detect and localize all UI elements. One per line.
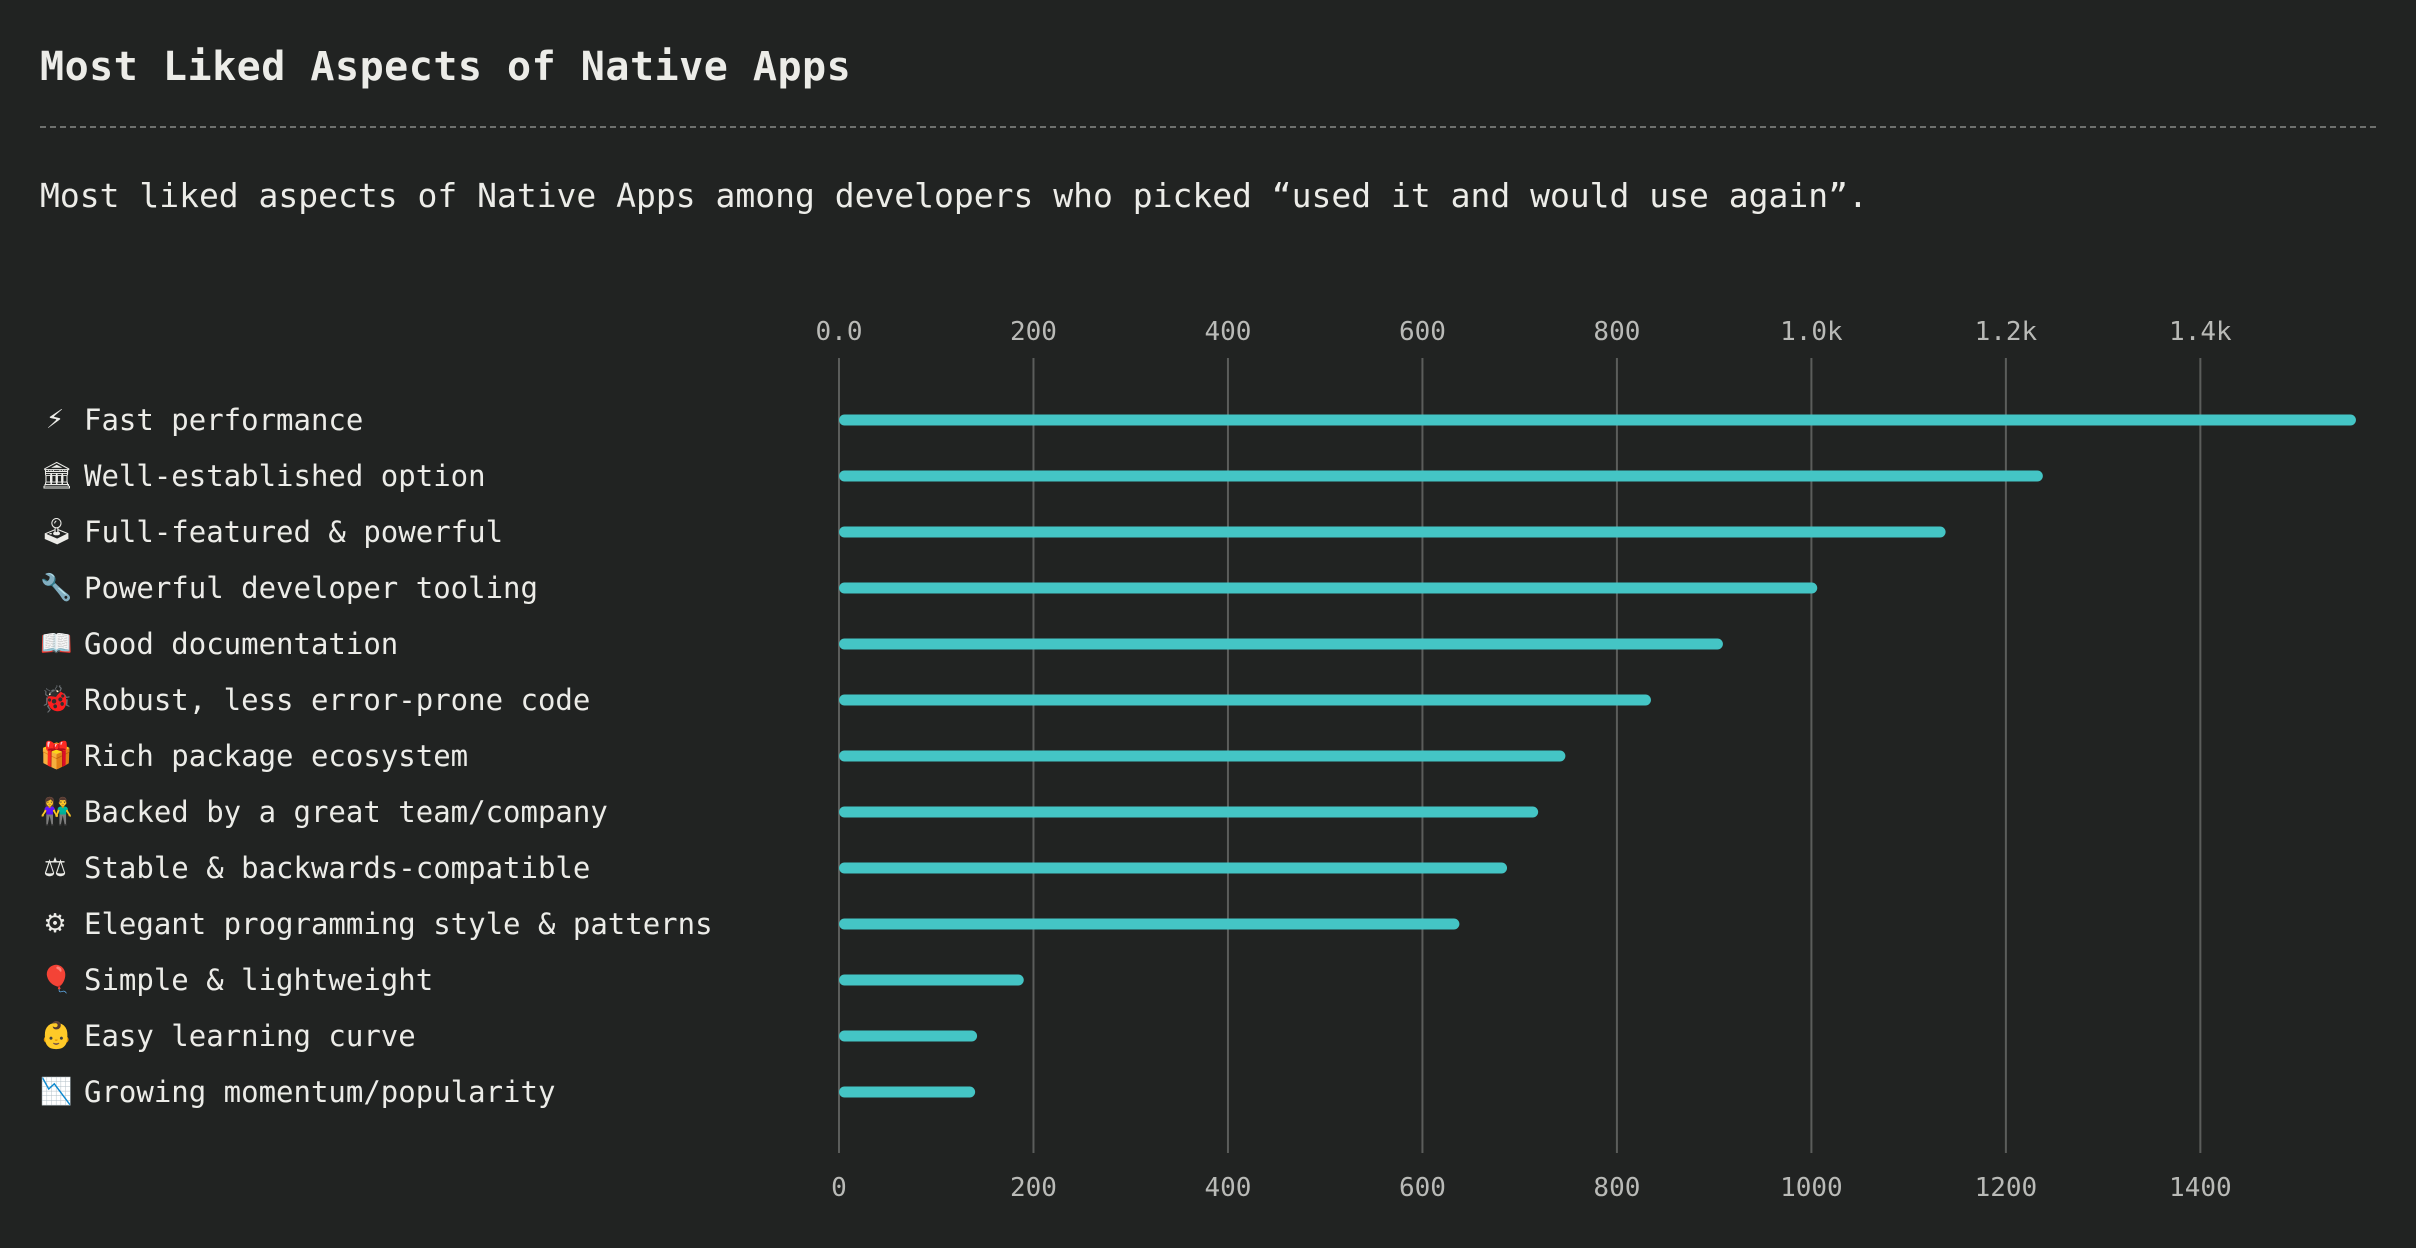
bar-11	[839, 974, 1024, 986]
balloon-icon: 🎈	[40, 965, 73, 995]
category-label: 📉 Growing momentum/popularity	[40, 1072, 555, 1112]
chart-icon: 📉	[40, 1077, 73, 1107]
bottom-tick-label: 1200	[1975, 1173, 2038, 1203]
category-text: Rich package ecosystem	[84, 739, 469, 773]
category-label: 🏛 Well-established option	[40, 456, 486, 496]
bar-2	[839, 470, 2043, 482]
bar-10	[839, 918, 1460, 930]
bar-5	[839, 638, 1723, 650]
bar-6	[839, 694, 1651, 706]
page-title: Most Liked Aspects of Native Apps	[40, 44, 852, 90]
bar-4	[839, 582, 1818, 594]
gear-icon: ⚙	[43, 909, 67, 939]
bug-icon: 🐞	[40, 685, 73, 715]
bar-1	[839, 414, 2356, 426]
chart-subtitle: Most liked aspects of Native Apps among …	[40, 176, 1868, 215]
category-label: ⚖ Stable & backwards-compatible	[40, 848, 590, 888]
axis-ticks: 0.0 200 400 600 800 1.0k 1.2k 1.4k 0 200 400 600 800…	[816, 317, 2232, 1203]
category-label: 🐞 Robust, less error-prone code	[40, 680, 590, 720]
bottom-tick-label: 400	[1204, 1173, 1251, 1203]
category-label: 👫 Backed by a great team/company	[40, 792, 608, 832]
category-text: Well-established option	[84, 459, 486, 493]
category-text: Elegant programming style & patterns	[84, 907, 713, 941]
category-text: Backed by a great team/company	[84, 795, 608, 829]
top-tick-label: 1.2k	[1975, 317, 2038, 347]
top-tick-label: 200	[1010, 317, 1057, 347]
bottom-tick-label: 1000	[1780, 1173, 1843, 1203]
category-text: Full-featured & powerful	[84, 515, 504, 549]
category-label: 🎈 Simple & lightweight	[40, 960, 433, 1000]
bottom-tick-label: 1400	[2169, 1173, 2232, 1203]
category-text: Easy learning curve	[84, 1019, 416, 1053]
scales-icon: ⚖	[43, 853, 67, 883]
category-label: ⚡ Fast performance	[40, 400, 364, 440]
category-label: 👶 Easy learning curve	[40, 1016, 416, 1056]
bar-7	[839, 750, 1566, 762]
category-label: 📖 Good documentation	[40, 624, 398, 664]
category-label: 🕹 Full-featured & powerful	[40, 512, 503, 552]
bottom-tick-label: 600	[1399, 1173, 1446, 1203]
building-icon: 🏛	[40, 461, 74, 491]
baby-icon: 👶	[40, 1021, 73, 1051]
top-tick-label: 600	[1399, 317, 1446, 347]
category-text: Robust, less error-prone code	[84, 683, 591, 717]
top-tick-label: 1.4k	[2169, 317, 2232, 347]
category-text: Powerful developer tooling	[84, 571, 538, 605]
bar-8	[839, 806, 1539, 818]
category-text: Stable & backwards-compatible	[84, 851, 591, 885]
category-text: Simple & lightweight	[84, 963, 434, 997]
wrench-icon: 🔧	[40, 573, 73, 603]
category-label: 🎁 Rich package ecosystem	[40, 736, 468, 776]
team-icon: 👫	[40, 797, 73, 827]
bar-3	[839, 526, 1946, 538]
category-text: Growing momentum/popularity	[84, 1075, 556, 1109]
category-text: Fast performance	[84, 403, 364, 437]
bars	[839, 414, 2356, 1098]
title-divider	[40, 126, 2376, 128]
top-tick-label: 1.0k	[1780, 317, 1843, 347]
top-tick-label: 0.0	[816, 317, 863, 347]
bottom-tick-label: 800	[1593, 1173, 1640, 1203]
category-label: 🔧 Powerful developer tooling	[40, 568, 538, 608]
bottom-tick-label: 0	[831, 1173, 847, 1203]
category-text: Good documentation	[84, 627, 399, 661]
gift-icon: 🎁	[40, 741, 73, 771]
top-tick-label: 400	[1204, 317, 1251, 347]
top-tick-label: 800	[1593, 317, 1640, 347]
joystick-icon: 🕹	[40, 517, 74, 547]
bar-9	[839, 862, 1508, 874]
book-icon: 📖	[40, 629, 73, 659]
lightning-icon: ⚡	[45, 405, 65, 435]
bar-12	[839, 1030, 978, 1042]
category-label: ⚙ Elegant programming style & patterns	[40, 904, 713, 944]
bottom-tick-label: 200	[1010, 1173, 1057, 1203]
bar-13	[839, 1086, 976, 1098]
